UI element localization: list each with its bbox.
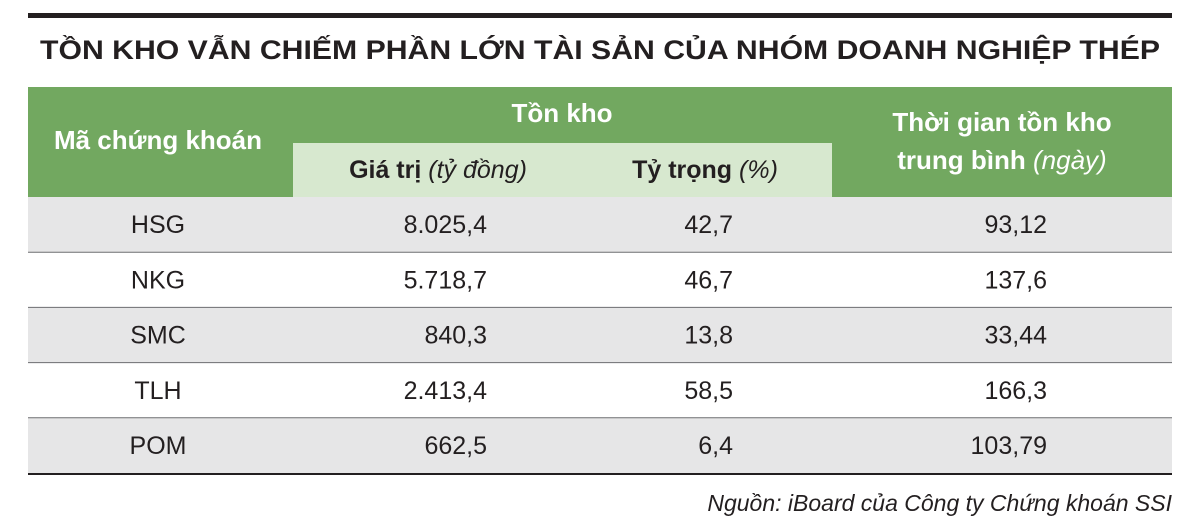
row-bg — [28, 362, 1172, 418]
table-body: HSG 8.025,4 42,7 93,12 NKG 5.718,7 46,7 137,6 SM… — [28, 197, 1172, 473]
cell-value: 13,8 — [684, 322, 733, 350]
cell-value: 103,79 — [971, 432, 1047, 460]
header-days-unit: (ngày) — [1033, 145, 1107, 175]
header-share: Tỷ trọng (%) — [632, 156, 778, 184]
cell-value: 662,5 — [424, 432, 487, 460]
header-share-unit: (%) — [739, 156, 778, 184]
top-rule — [28, 13, 1172, 18]
cell-code: HSG — [131, 211, 185, 239]
header-days-line2: trung bình (ngày) — [897, 145, 1106, 175]
row-bg — [28, 197, 1172, 253]
header-value-label: Giá trị — [349, 156, 421, 184]
header-value-unit: (tỷ đồng) — [428, 156, 527, 184]
cell-code: TLH — [134, 377, 181, 405]
header-group: Tồn kho — [511, 98, 612, 128]
row-bg — [28, 252, 1172, 308]
cell-value: 33,44 — [984, 322, 1047, 350]
title: TỒN KHO VẪN CHIẾM PHẦN LỚN TÀI SẢN CỦA N… — [40, 33, 1160, 65]
cell-value: 93,12 — [984, 211, 1047, 239]
cell-value: 5.718,7 — [404, 266, 487, 294]
subheader-band — [293, 143, 832, 197]
cell-value: 840,3 — [424, 322, 487, 350]
row-bg — [28, 307, 1172, 363]
bottom-rule — [28, 473, 1172, 475]
header-share-label: Tỷ trọng — [632, 156, 732, 184]
cell-value: 2.413,4 — [404, 377, 488, 405]
cell-value: 46,7 — [684, 266, 733, 294]
header-days-line1: Thời gian tồn kho — [892, 107, 1111, 137]
cell-code: SMC — [130, 322, 186, 350]
cell-value: 58,5 — [684, 377, 733, 405]
cell-code: POM — [130, 432, 187, 460]
cell-value: 137,6 — [984, 266, 1047, 294]
cell-value: 6,4 — [698, 432, 733, 460]
source: Nguồn: iBoard của Công ty Chứng khoán SS… — [707, 490, 1172, 516]
cell-value: 166,3 — [984, 377, 1047, 405]
header-days-label: trung bình — [897, 145, 1026, 175]
cell-value: 8.025,4 — [404, 211, 488, 239]
cell-value: 42,7 — [684, 211, 733, 239]
row-bg — [28, 417, 1172, 473]
header-code: Mã chứng khoán — [54, 125, 262, 155]
header-value: Giá trị (tỷ đồng) — [349, 156, 527, 184]
cell-code: NKG — [131, 266, 185, 294]
